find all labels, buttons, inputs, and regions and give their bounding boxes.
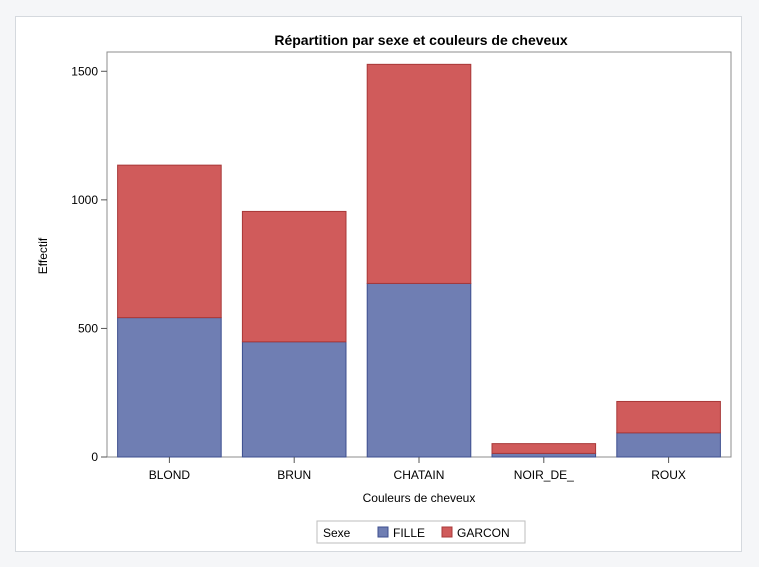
x-tick-label: BRUN <box>277 468 311 482</box>
legend-box <box>316 520 526 544</box>
bar-garcon-blond <box>117 164 222 319</box>
legend-swatch-garcon <box>441 526 453 538</box>
bar-fille-roux <box>616 432 721 458</box>
bar-garcon-roux <box>616 400 721 434</box>
legend-swatch-fille <box>377 526 389 538</box>
x-tick-label: BLOND <box>149 468 191 482</box>
x-tick-label: ROUX <box>651 468 686 482</box>
legend-label-fille: FILLE <box>393 526 425 540</box>
y-tick-label: 1500 <box>71 64 98 78</box>
legend: Sexe FILLE GARCON <box>316 520 526 544</box>
legend-label-garcon: GARCON <box>457 526 510 540</box>
y-tick-label: 500 <box>78 321 98 335</box>
chart-title: Répartition par sexe et couleurs de chev… <box>274 32 568 48</box>
plot-area: 0 500 1000 1500 BLOND BRUN CHATAIN NOIR_DE_ ROUX <box>71 51 732 482</box>
bar-garcon-chatain <box>366 63 472 284</box>
bar-fille-noir_de_ <box>491 452 597 458</box>
y-tick-label: 1000 <box>71 193 98 207</box>
bar-garcon-noir_de_ <box>491 443 597 454</box>
bar-garcon-brun <box>241 210 347 343</box>
legend-title: Sexe <box>323 526 351 540</box>
x-tick-label: NOIR_DE_ <box>514 468 574 482</box>
bar-fille-chatain <box>366 282 472 458</box>
x-tick-label: CHATAIN <box>394 468 445 482</box>
y-tick-label: 0 <box>91 450 98 464</box>
bar-fille-blond <box>117 317 222 458</box>
bar-fille-brun <box>241 341 347 458</box>
y-axis-title: Effectif <box>36 237 50 274</box>
x-axis-title: Couleurs de cheveux <box>363 491 476 505</box>
